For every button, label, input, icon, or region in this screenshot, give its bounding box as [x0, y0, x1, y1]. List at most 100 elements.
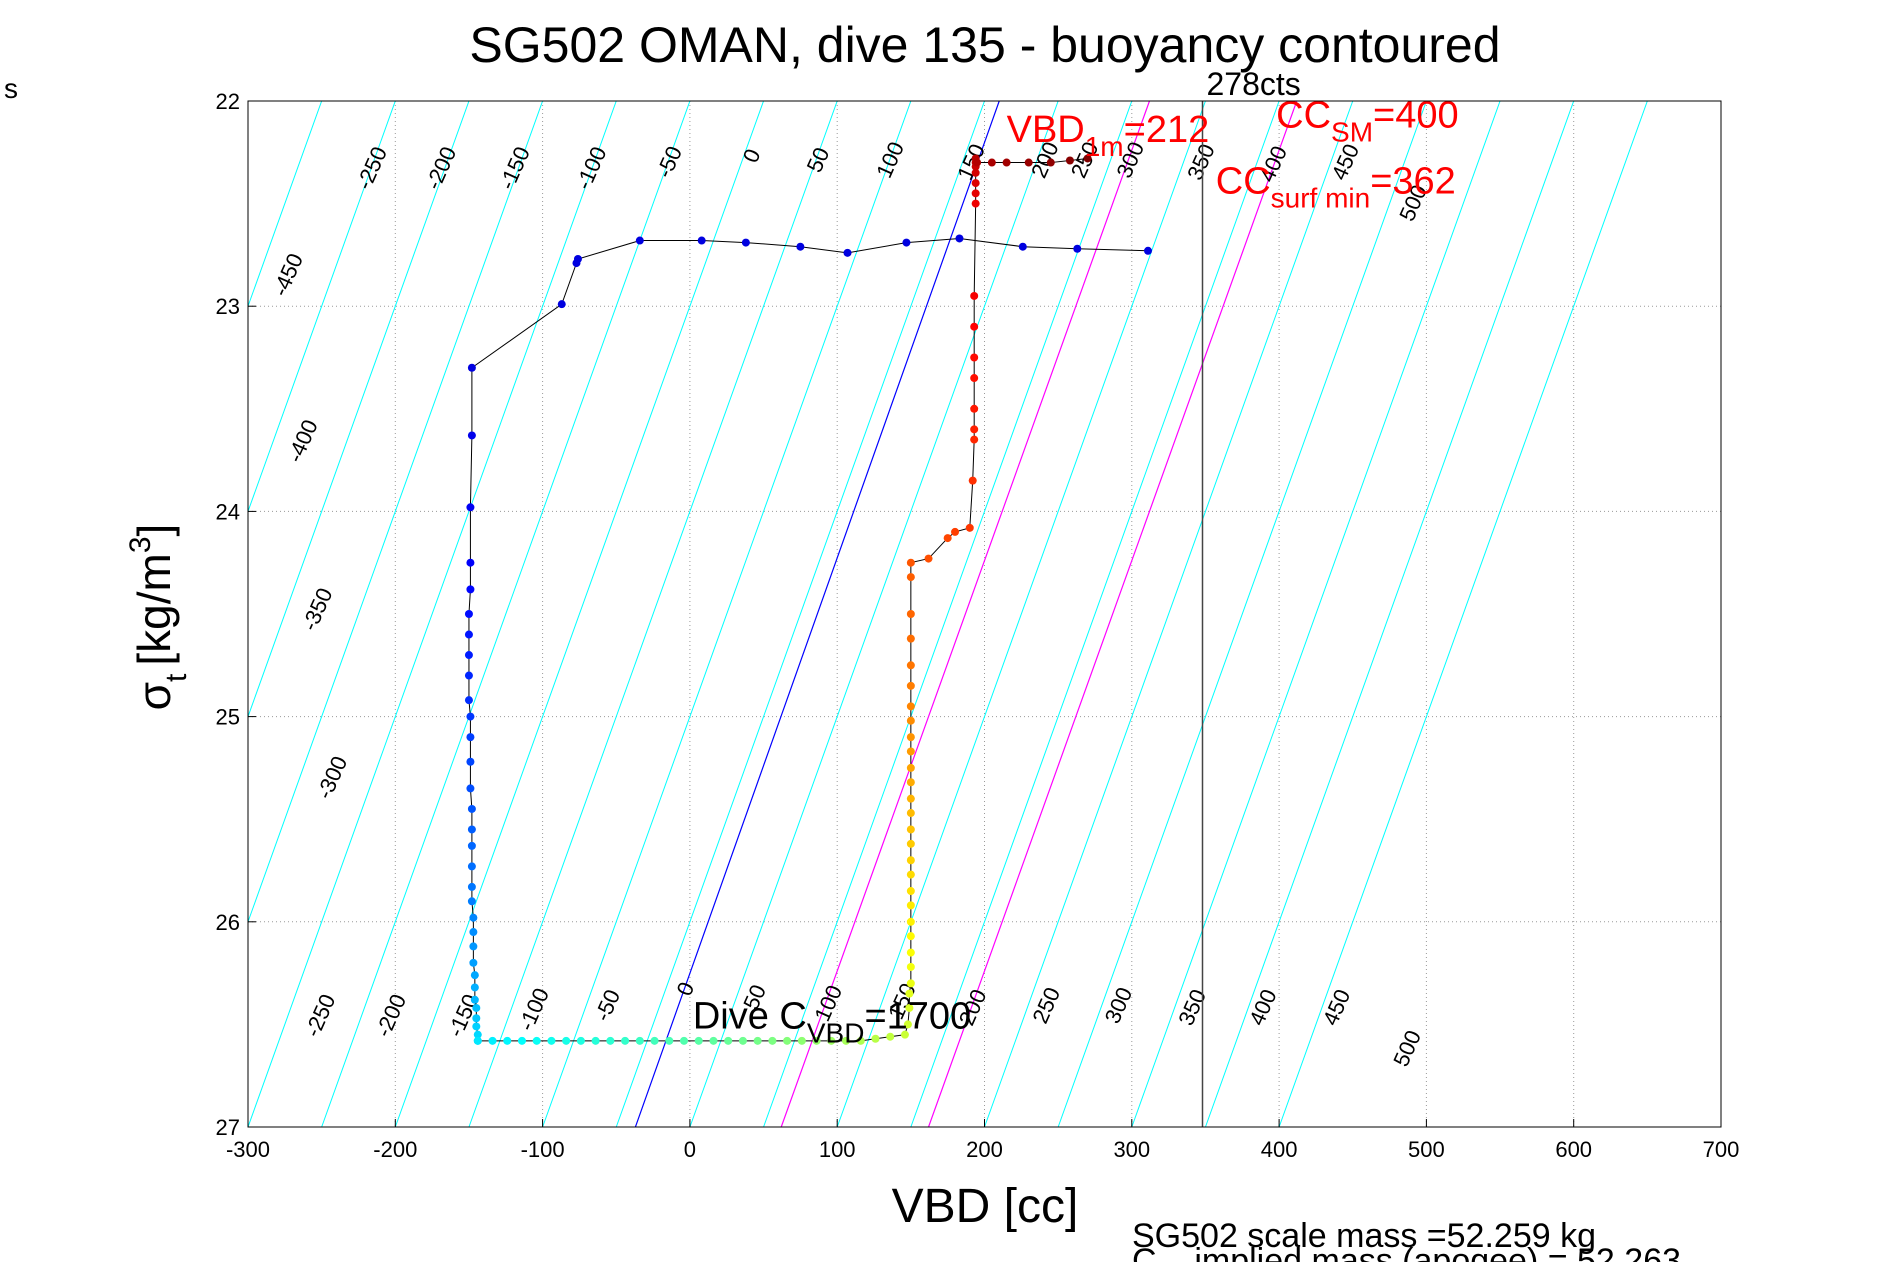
data-point [469, 942, 478, 951]
annotation-dive: Dive CVBD=1700 [693, 996, 971, 1049]
footer-line-2: C implied mass (apogee) = 52.263 [1132, 1242, 1681, 1262]
data-point [968, 476, 977, 485]
annotation-ccsurf: CCsurf min=362 [1216, 160, 1456, 213]
data-point [635, 236, 644, 245]
data-point [970, 435, 979, 444]
data-point [470, 983, 479, 992]
y-tick-label: 27 [216, 1115, 240, 1140]
data-point [906, 917, 915, 926]
y-axis-label-sub: t [160, 673, 193, 682]
data-point [905, 1003, 914, 1012]
data-point [466, 784, 475, 793]
data-point [503, 1036, 512, 1045]
data-point [466, 733, 475, 742]
data-point [724, 1036, 733, 1045]
data-point [856, 1036, 865, 1045]
data-point [906, 809, 915, 818]
data-point [572, 259, 581, 268]
data-point [827, 1036, 836, 1045]
data-point [971, 189, 980, 198]
data-point [970, 291, 979, 300]
data-point [650, 1036, 659, 1045]
data-point [467, 882, 476, 891]
data-point [488, 1036, 497, 1045]
data-point [473, 1036, 482, 1045]
contour-line [1278, 101, 1648, 1127]
x-tick-label: 400 [1261, 1137, 1298, 1162]
data-point [466, 503, 475, 512]
data-point [467, 431, 476, 440]
data-point [903, 1020, 912, 1029]
contour-line [394, 101, 765, 1127]
contour-line [248, 101, 544, 924]
contour-line [248, 101, 617, 1127]
x-tick-label: 200 [966, 1137, 1003, 1162]
data-point [562, 1036, 571, 1045]
reference-line-blue [634, 101, 1000, 1127]
data-point [621, 1036, 630, 1045]
contour-line [910, 101, 1280, 1127]
footer-line-1: SG502 scale mass =52.259 kg [1132, 1217, 1596, 1255]
data-point [741, 238, 750, 247]
data-point [467, 825, 476, 834]
data-point [906, 825, 915, 834]
vertical-line-label: 278cts [1207, 66, 1301, 102]
contour-line [1131, 101, 1501, 1127]
data-point [467, 841, 476, 850]
data-point [709, 1036, 718, 1045]
data-point [906, 887, 915, 896]
data-point [1024, 158, 1033, 167]
data-point [753, 1036, 762, 1045]
data-point [576, 1036, 585, 1045]
data-point [697, 236, 706, 245]
data-point [464, 610, 473, 618]
contour-line [321, 101, 691, 1127]
data-point [906, 932, 915, 941]
data-point [469, 928, 478, 937]
data-point [532, 1036, 541, 1045]
data-point [467, 804, 476, 813]
data-point [971, 179, 980, 188]
data-point [906, 763, 915, 772]
data-point [557, 300, 566, 309]
contour-line [689, 101, 1059, 1127]
data-point [606, 1036, 615, 1045]
svg-text:σt[kg/m3]: σt [kg/m3] [124, 524, 193, 711]
data-point [768, 1036, 777, 1045]
contour-line [542, 101, 912, 1127]
data-point [464, 696, 473, 705]
data-point [905, 989, 914, 998]
data-point [987, 158, 996, 167]
reference-line-magenta-1 [780, 101, 1151, 1127]
data-point [464, 671, 473, 680]
reference-line-magenta-2 [927, 101, 1298, 1127]
data-point [906, 716, 915, 725]
y-axis-label: σt [kg/m3] [124, 524, 193, 711]
data-point [1046, 158, 1055, 167]
data-point [906, 778, 915, 787]
data-point [906, 856, 915, 865]
data-point [955, 234, 964, 243]
data-point [886, 1032, 895, 1041]
x-tick-label: -200 [373, 1137, 417, 1162]
data-point [680, 1036, 689, 1045]
data-point [906, 702, 915, 711]
data-point [906, 573, 915, 582]
data-point [466, 757, 475, 766]
y-axis-label-units: [kg/m [128, 553, 180, 665]
data-point [812, 1036, 821, 1045]
dive-trajectory [464, 154, 1153, 1045]
y-tick-label: 25 [216, 705, 240, 730]
data-point [1073, 244, 1082, 253]
data-point [973, 158, 982, 167]
x-tick-label: 600 [1555, 1137, 1592, 1162]
data-point [843, 248, 852, 257]
y-tick-label: 23 [216, 294, 240, 319]
y-tick-label: 24 [216, 499, 240, 524]
data-point [464, 651, 473, 660]
data-point [472, 1003, 481, 1012]
data-point [970, 322, 979, 331]
data-point [906, 681, 915, 690]
contour-line [1204, 101, 1575, 1127]
